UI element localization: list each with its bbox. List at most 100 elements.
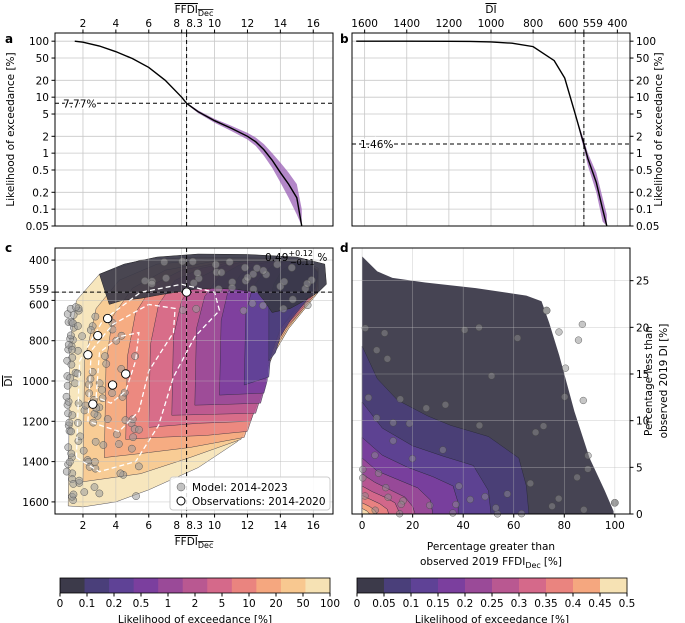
model-point bbox=[359, 465, 367, 474]
x-axis-title: DI bbox=[485, 4, 496, 16]
y-tick-label: 15 bbox=[636, 369, 649, 381]
colorbar-0: 0 0.1 0.2 0.5 1 2 5 10 20 50 100 Likelihood of exce… bbox=[57, 577, 340, 623]
colorbar-tick-label: 10 bbox=[242, 598, 255, 610]
colorbar-tick-label: 100 bbox=[320, 598, 340, 610]
model-point bbox=[241, 263, 249, 272]
model-point bbox=[303, 301, 312, 310]
y-tick-label: 0.5 bbox=[32, 165, 49, 177]
model-point bbox=[74, 322, 82, 330]
y-tick-label: 1000 bbox=[22, 376, 49, 388]
model-point bbox=[135, 462, 143, 471]
colorbar-tick-label: 0.1 bbox=[403, 598, 420, 610]
model-point bbox=[189, 279, 198, 287]
model-point bbox=[113, 430, 121, 439]
panel-d-frame bbox=[351, 247, 631, 515]
model-point bbox=[503, 490, 511, 498]
model-point bbox=[91, 437, 100, 446]
y-tick-label: 0.05 bbox=[636, 221, 659, 233]
model-point bbox=[288, 295, 297, 304]
model-point bbox=[71, 303, 80, 311]
y-tick-label: 25 bbox=[636, 276, 649, 288]
colorbar-swatch bbox=[60, 578, 86, 593]
colorbar-tick-label: 0.1 bbox=[79, 598, 96, 610]
model-point bbox=[193, 269, 202, 277]
model-point bbox=[397, 500, 405, 508]
model-point bbox=[371, 506, 379, 514]
model-point bbox=[69, 490, 78, 499]
model-point bbox=[69, 480, 78, 488]
x-tick-label: 100 bbox=[605, 520, 625, 532]
y-tick-label: 0.05 bbox=[26, 221, 49, 233]
observation-point-5 bbox=[88, 399, 98, 409]
colorbar-tick-label: 0 bbox=[57, 598, 64, 610]
model-point bbox=[455, 482, 463, 490]
y-tick-label: 20 bbox=[636, 322, 649, 334]
y-tick-label: 2 bbox=[42, 131, 49, 143]
y-tick-label: 5 bbox=[42, 109, 49, 121]
model-point bbox=[85, 463, 94, 471]
colorbar-swatch bbox=[182, 578, 208, 593]
colorbar-tick-label: 0.45 bbox=[588, 598, 611, 610]
y-tick-label: 10 bbox=[636, 92, 649, 104]
model-point bbox=[253, 264, 261, 273]
x-tick-label: 14 bbox=[274, 520, 288, 532]
y-tick-label: 100 bbox=[29, 36, 49, 48]
model-point bbox=[364, 394, 373, 402]
colorbar-tick-label: 0 bbox=[354, 598, 361, 610]
observation-point-1 bbox=[93, 331, 103, 341]
colorbar-swatch bbox=[256, 578, 282, 593]
model-point bbox=[225, 258, 234, 266]
model-point bbox=[578, 320, 586, 329]
y-tick-label: 10 bbox=[636, 416, 649, 428]
model-point bbox=[115, 440, 123, 448]
y-tick-label: 400 bbox=[29, 255, 49, 267]
x-tick-label: 2 bbox=[80, 18, 87, 30]
uncertainty-band bbox=[356, 41, 607, 226]
exceedance-curve bbox=[74, 40, 303, 227]
model-point bbox=[475, 421, 484, 430]
model-point bbox=[135, 425, 143, 434]
model-point bbox=[228, 283, 236, 292]
model-point bbox=[141, 277, 149, 285]
colorbar-swatch bbox=[280, 578, 306, 593]
annotation-superscript: +0.12 bbox=[288, 249, 313, 258]
colorbar-title: Likelihood of exceedance [%] bbox=[118, 614, 272, 623]
y-tick-label: 0 bbox=[636, 509, 643, 521]
model-point bbox=[303, 279, 312, 288]
model-point bbox=[73, 369, 82, 378]
model-point bbox=[384, 493, 392, 501]
model-point bbox=[466, 495, 474, 504]
model-point bbox=[211, 260, 220, 269]
y-tick-label: 0.2 bbox=[636, 187, 653, 199]
model-point bbox=[62, 392, 71, 401]
colorbar-tick-label: 50 bbox=[296, 598, 309, 610]
y-tick-label: 2 bbox=[636, 131, 643, 143]
model-point bbox=[239, 306, 248, 315]
y-tick-label: 50 bbox=[636, 53, 649, 65]
panel-b-frame bbox=[351, 32, 631, 227]
y-axis-title: DI bbox=[3, 375, 15, 386]
y-tick-label: 1600 bbox=[22, 497, 49, 509]
model-point bbox=[121, 416, 130, 424]
model-point bbox=[90, 483, 99, 491]
observation-point-2 bbox=[83, 350, 93, 360]
colorbar-tick-label: 0.5 bbox=[619, 598, 636, 610]
model-point bbox=[389, 419, 397, 427]
x-axis-title-line2: observed 2019 FFDIDec [%] bbox=[420, 556, 562, 570]
model-point bbox=[287, 263, 296, 272]
model-point bbox=[548, 502, 556, 510]
model-point bbox=[64, 443, 73, 452]
y-tick-label: 800 bbox=[29, 336, 49, 348]
model-point bbox=[162, 274, 170, 282]
model-point bbox=[80, 488, 89, 496]
model-point bbox=[361, 492, 369, 500]
x-tick-label: 4 bbox=[113, 18, 120, 30]
legend-label-model: Model: 2014-2023 bbox=[192, 482, 288, 494]
model-point bbox=[95, 489, 104, 498]
model-point bbox=[273, 260, 282, 269]
model-point bbox=[178, 257, 187, 266]
model-point bbox=[84, 380, 93, 389]
model-point bbox=[452, 500, 460, 509]
panel-label: c bbox=[5, 241, 12, 255]
model-point bbox=[405, 419, 413, 428]
